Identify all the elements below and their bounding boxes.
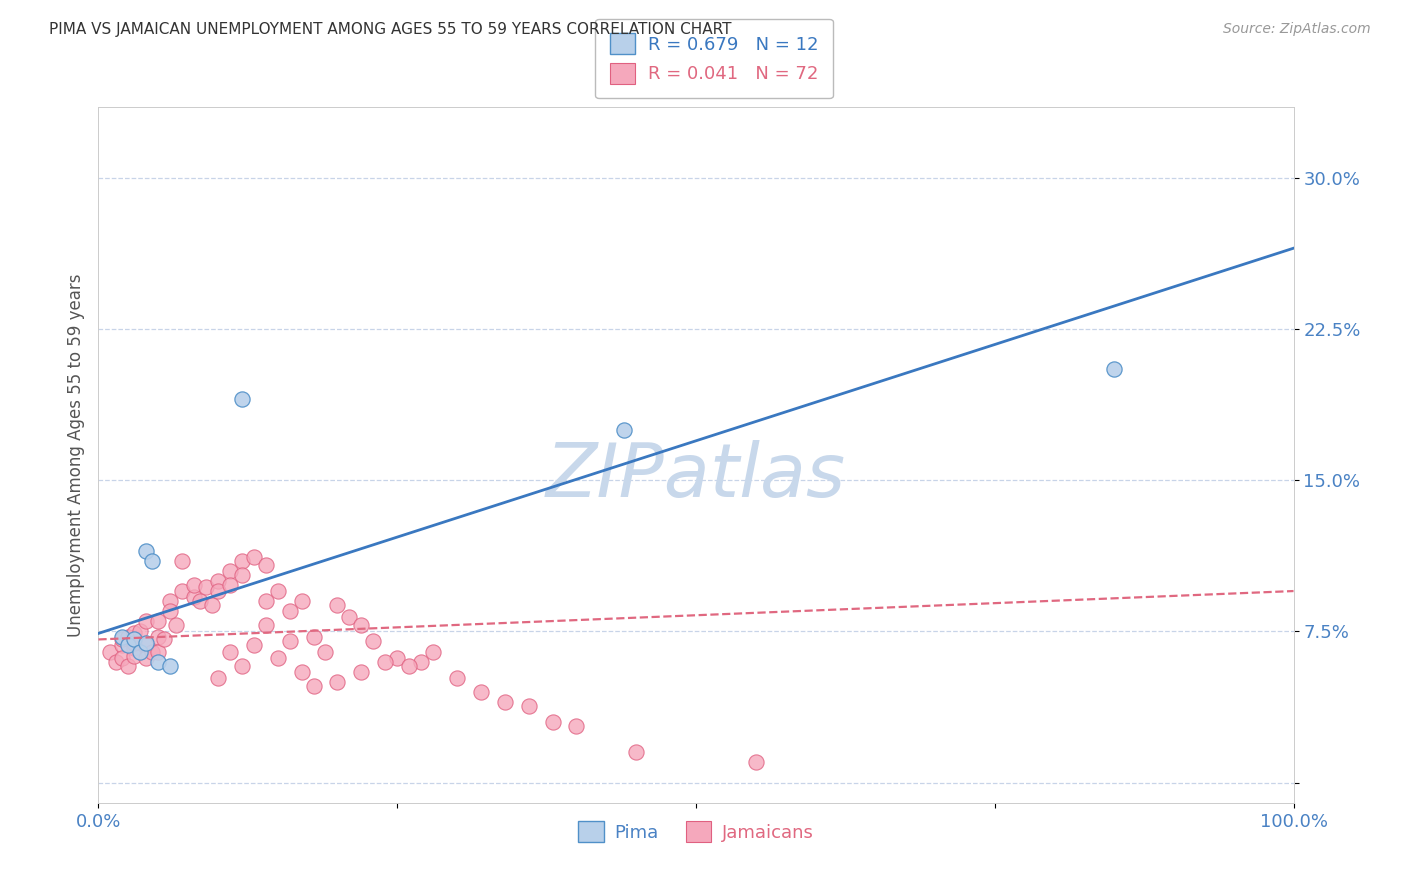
Point [326,598,349,612]
Point [207,574,229,588]
Point [278,604,301,618]
Point [745,756,768,770]
Point [254,618,277,632]
Legend: Pima, Jamaicans: Pima, Jamaicans [571,814,821,849]
Point [129,644,152,658]
Point [350,618,373,632]
Point [117,631,139,645]
Y-axis label: Unemployment Among Ages 55 to 59 years: Unemployment Among Ages 55 to 59 years [66,273,84,637]
Point [153,632,176,647]
Text: ZIPatlas: ZIPatlas [546,440,846,512]
Point [565,719,588,733]
Point [398,658,420,673]
Point [207,584,229,599]
Point [148,615,170,629]
Point [422,644,444,658]
Point [183,578,205,592]
Point [291,665,314,679]
Point [231,554,253,568]
Point [159,604,181,618]
Point [124,632,146,647]
Point [254,594,277,608]
Point [124,640,146,655]
Point [159,594,181,608]
Point [219,578,242,592]
Point [302,679,325,693]
Point [350,665,373,679]
Point [135,543,157,558]
Point [172,554,194,568]
Point [231,658,253,673]
Point [148,644,170,658]
Point [613,423,636,437]
Text: Source: ZipAtlas.com: Source: ZipAtlas.com [1223,22,1371,37]
Point [111,639,134,653]
Point [315,644,337,658]
Point [105,655,128,669]
Point [111,632,134,647]
Point [517,698,540,713]
Point [129,624,152,639]
Point [339,610,361,624]
Point [98,644,122,658]
Point [135,650,157,665]
Point [374,655,396,669]
Point [159,658,181,673]
Point [411,655,433,669]
Point [124,636,146,650]
Point [201,598,224,612]
Point [124,648,146,663]
Point [188,594,211,608]
Point [135,615,157,629]
Point [446,671,468,685]
Point [1104,362,1126,376]
Point [494,695,516,709]
Point [148,655,170,669]
Point [278,634,301,648]
Point [291,594,314,608]
Point [219,564,242,578]
Point [124,626,146,640]
Point [302,631,325,645]
Point [195,580,218,594]
Point [141,644,163,658]
Point [267,650,290,665]
Point [326,674,349,689]
Point [135,639,157,653]
Point [243,639,266,653]
Point [254,558,277,572]
Point [385,650,409,665]
Point [231,568,253,582]
Point [141,554,163,568]
Point [117,658,139,673]
Point [363,634,385,648]
Point [148,631,170,645]
Point [219,644,242,658]
Text: PIMA VS JAMAICAN UNEMPLOYMENT AMONG AGES 55 TO 59 YEARS CORRELATION CHART: PIMA VS JAMAICAN UNEMPLOYMENT AMONG AGES… [49,22,731,37]
Point [267,584,290,599]
Point [207,671,229,685]
Point [172,584,194,599]
Point [541,715,564,730]
Point [183,590,205,604]
Point [470,685,492,699]
Point [626,745,648,759]
Point [117,639,139,653]
Point [135,636,157,650]
Point [243,549,266,564]
Point [111,650,134,665]
Point [231,392,253,407]
Point [165,618,187,632]
Point [111,631,134,645]
